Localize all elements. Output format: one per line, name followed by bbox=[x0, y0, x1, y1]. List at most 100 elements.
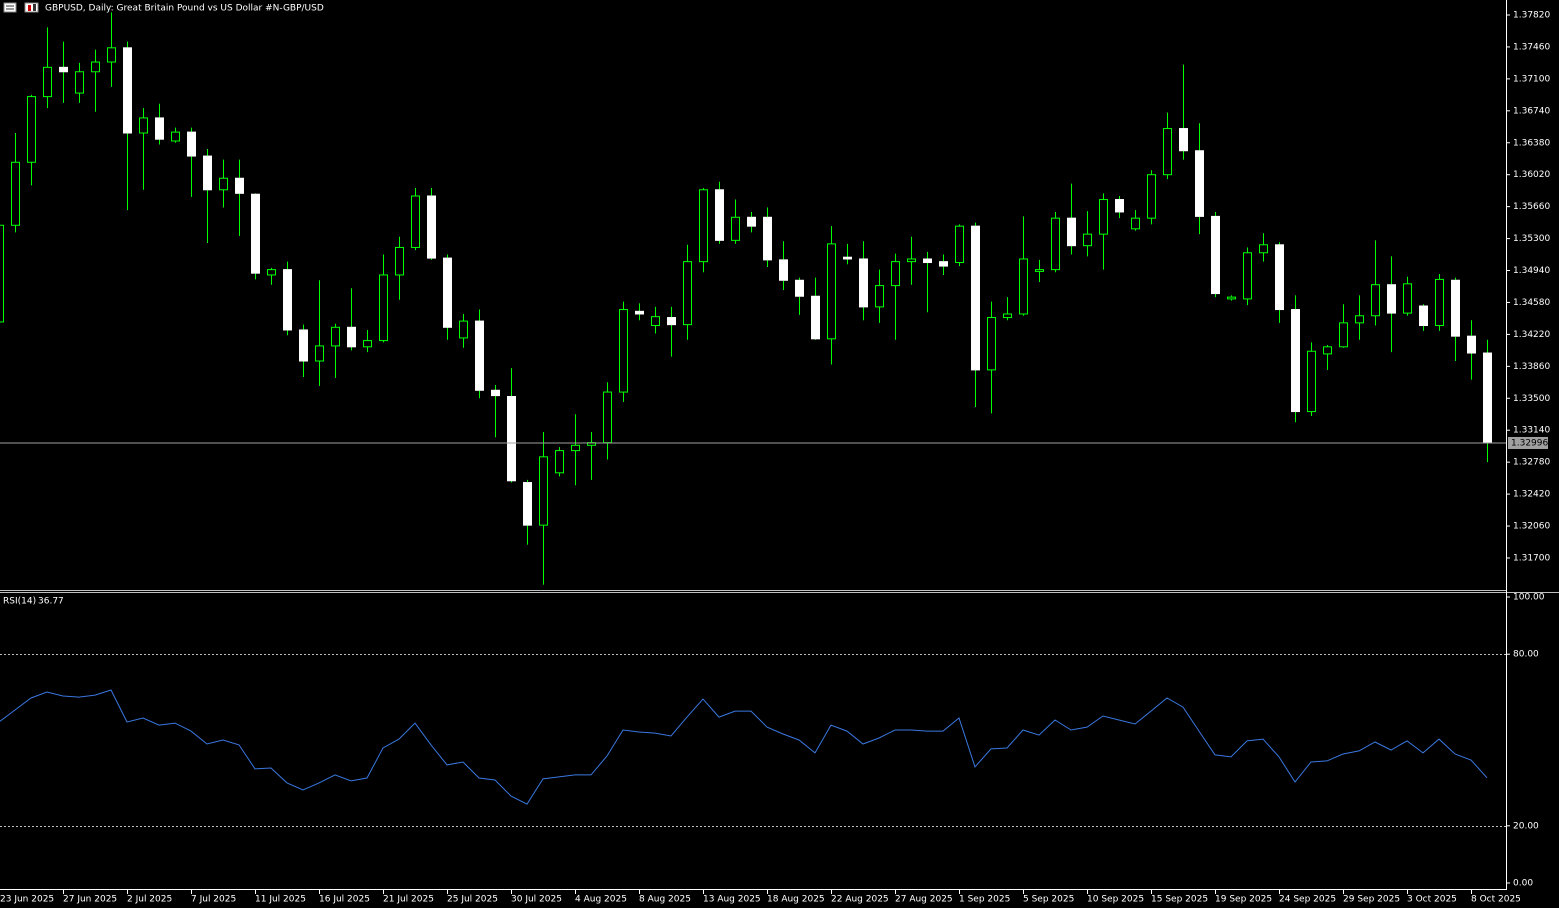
x-tick-label: 19 Sep 2025 bbox=[1215, 895, 1272, 905]
candle-body bbox=[11, 161, 20, 226]
candle-body bbox=[555, 450, 564, 474]
candle-body bbox=[267, 269, 276, 276]
candle-body bbox=[171, 131, 180, 142]
candle-body bbox=[667, 317, 676, 326]
x-tick-label: 24 Sep 2025 bbox=[1279, 895, 1336, 905]
candle-body bbox=[299, 329, 308, 362]
candle-body bbox=[571, 444, 580, 452]
candle-body bbox=[683, 261, 692, 326]
candle-body bbox=[59, 66, 68, 73]
candle-body bbox=[1323, 346, 1332, 355]
x-tick-label: 8 Oct 2025 bbox=[1471, 895, 1521, 905]
rsi-line bbox=[0, 689, 1488, 805]
candle-body bbox=[1355, 315, 1364, 324]
y-tick-label: 1.32420 bbox=[1513, 490, 1550, 500]
x-tick-label: 7 Jul 2025 bbox=[191, 895, 236, 905]
candle-body bbox=[1483, 352, 1492, 444]
candle-body bbox=[971, 225, 980, 371]
candle-body bbox=[0, 224, 4, 323]
menu-icon[interactable] bbox=[3, 2, 17, 13]
candle-body bbox=[203, 155, 212, 191]
y-tick-label: 1.35660 bbox=[1513, 202, 1550, 212]
candle-body bbox=[347, 326, 356, 348]
candle-body bbox=[1067, 217, 1076, 247]
candle-body bbox=[155, 117, 164, 140]
y-tick-label: 1.34940 bbox=[1513, 266, 1550, 276]
chart-icon[interactable] bbox=[24, 2, 39, 13]
candle-body bbox=[251, 193, 260, 274]
candle-body bbox=[811, 295, 820, 340]
y-tick-label: 80.00 bbox=[1513, 650, 1539, 660]
x-tick-label: 18 Aug 2025 bbox=[767, 895, 825, 905]
y-tick-label: 1.33860 bbox=[1513, 362, 1550, 372]
y-tick-label: 1.33140 bbox=[1513, 426, 1550, 436]
y-tick-label: 1.36380 bbox=[1513, 138, 1550, 148]
candle-body bbox=[1435, 278, 1444, 327]
candle-body bbox=[107, 47, 116, 63]
y-tick-label: 20.00 bbox=[1513, 821, 1539, 831]
candle-body bbox=[475, 320, 484, 391]
x-tick-label: 21 Jul 2025 bbox=[383, 895, 434, 905]
x-tick-label: 27 Jun 2025 bbox=[63, 895, 117, 905]
x-tick-label: 23 Jun 2025 bbox=[0, 895, 54, 905]
candle-body bbox=[43, 66, 52, 98]
y-tick-label: 1.36020 bbox=[1513, 170, 1550, 180]
candle-body bbox=[539, 456, 548, 526]
y-tick-label: 1.37100 bbox=[1513, 74, 1550, 84]
y-tick-label: 1.34220 bbox=[1513, 330, 1550, 340]
candle-body bbox=[443, 257, 452, 328]
candle-body bbox=[1083, 233, 1092, 247]
candle-body bbox=[859, 258, 868, 308]
candle-body bbox=[827, 243, 836, 340]
y-tick-label: 1.34580 bbox=[1513, 298, 1550, 308]
candle-body bbox=[1291, 309, 1300, 413]
candle-body bbox=[1275, 244, 1284, 311]
candle-body bbox=[1147, 174, 1156, 219]
y-tick-label: 0.00 bbox=[1513, 879, 1533, 889]
y-tick-label: 1.32780 bbox=[1513, 458, 1550, 468]
candle-body bbox=[27, 96, 36, 163]
candle-body bbox=[891, 261, 900, 287]
candle-body bbox=[1339, 322, 1348, 348]
candle-body bbox=[491, 389, 500, 397]
current-price-box bbox=[1508, 436, 1548, 449]
y-tick-label: 1.35300 bbox=[1513, 234, 1550, 244]
y-tick-label: 1.32060 bbox=[1513, 522, 1550, 532]
x-tick-label: 2 Jul 2025 bbox=[127, 895, 172, 905]
x-tick-label: 22 Aug 2025 bbox=[831, 895, 889, 905]
candle-body bbox=[1051, 217, 1060, 271]
candle-body bbox=[411, 195, 420, 248]
candle-body bbox=[1195, 150, 1204, 217]
candle-body bbox=[1179, 128, 1188, 152]
candle-body bbox=[987, 317, 996, 371]
y-tick-label: 1.36740 bbox=[1513, 106, 1550, 116]
candle-body bbox=[523, 482, 532, 526]
candle-body bbox=[699, 189, 708, 263]
x-tick-label: 10 Sep 2025 bbox=[1087, 895, 1144, 905]
candle-body bbox=[1419, 305, 1428, 327]
candle-body bbox=[363, 340, 372, 348]
candle-body bbox=[731, 216, 740, 241]
x-tick-label: 1 Sep 2025 bbox=[959, 895, 1010, 905]
current-price-label: 1.32996 bbox=[1511, 438, 1548, 448]
y-tick-label: 1.31700 bbox=[1513, 553, 1550, 563]
x-tick-label: 27 Aug 2025 bbox=[895, 895, 953, 905]
candle-body bbox=[1451, 279, 1460, 337]
candle-body bbox=[1163, 128, 1172, 176]
candle-body bbox=[379, 274, 388, 342]
window-icons bbox=[3, 2, 39, 13]
candle-body bbox=[603, 391, 612, 444]
candle-body bbox=[1003, 313, 1012, 319]
candle-body bbox=[1099, 199, 1108, 235]
candle-body bbox=[747, 216, 756, 227]
icon-bar bbox=[33, 4, 36, 11]
candle-body bbox=[619, 309, 628, 393]
candle-body bbox=[907, 258, 916, 263]
candle-body bbox=[1243, 252, 1252, 300]
candle-body bbox=[75, 71, 84, 94]
y-tick-label: 1.37820 bbox=[1513, 10, 1550, 20]
candles bbox=[0, 12, 1492, 585]
